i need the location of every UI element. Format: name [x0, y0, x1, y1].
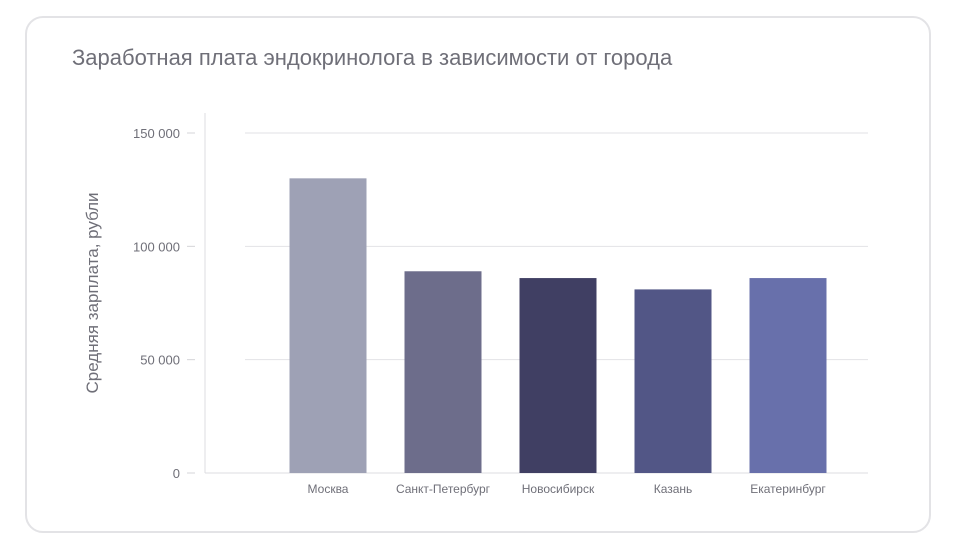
bar: [749, 278, 827, 473]
bar: [289, 178, 367, 474]
y-axis-label: Средняя зарплата, рубли: [83, 192, 102, 393]
bar: [404, 271, 482, 473]
x-tick-label: Казань: [654, 482, 693, 496]
chart-title: Заработная плата эндокринолога в зависим…: [72, 45, 673, 70]
bar: [634, 289, 712, 473]
x-tick-label: Москва: [308, 482, 349, 496]
x-tick-label: Новосибирск: [522, 482, 595, 496]
y-tick-label: 150 000: [133, 126, 180, 141]
y-tick-label: 100 000: [133, 239, 180, 254]
x-tick-label: Екатеринбург: [750, 482, 826, 496]
y-tick-label: 50 000: [140, 353, 180, 368]
y-tick-label: 0: [173, 466, 180, 481]
bar: [519, 278, 597, 473]
x-tick-label: Санкт-Петербург: [396, 482, 491, 496]
